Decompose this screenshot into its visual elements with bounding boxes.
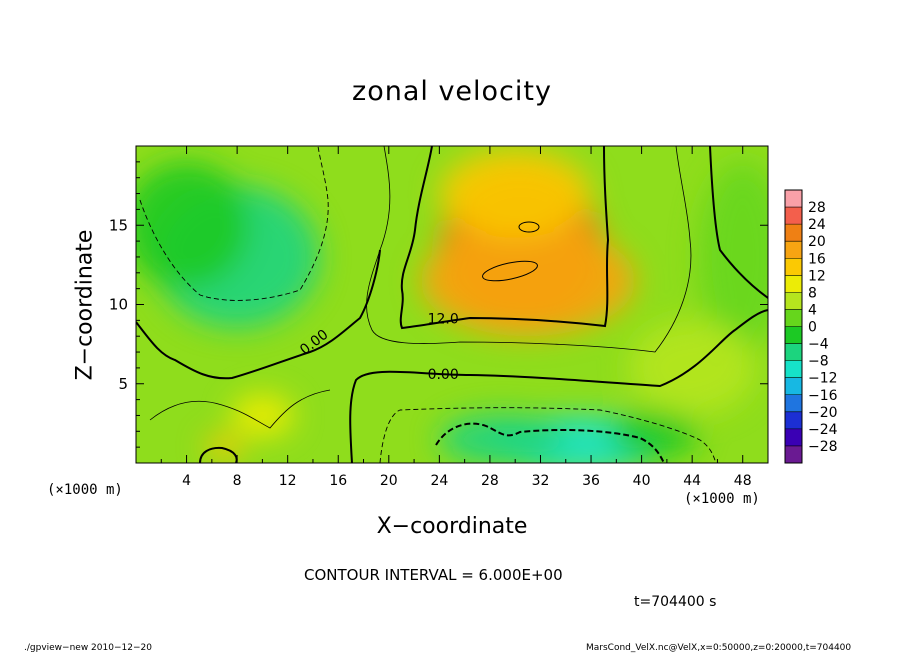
colorbar-swatch <box>785 377 802 396</box>
contour-thin-west <box>149 389 331 429</box>
colorbar-label: −20 <box>808 405 838 421</box>
field-blob <box>610 410 699 459</box>
plot-area <box>135 145 769 464</box>
colorbar-label: −24 <box>808 422 838 438</box>
x-tick-label: 32 <box>532 473 550 489</box>
contour-zero-west <box>136 249 381 380</box>
colorbar-swatch <box>785 241 802 259</box>
footer-left: ./gpview−new 2010−12−20 <box>24 643 152 653</box>
contour-neg-12 <box>435 422 665 463</box>
field-blob <box>439 149 592 238</box>
x-tick-label: 20 <box>380 473 398 489</box>
y-axis: 5 10 15 <box>109 161 768 448</box>
y-tick-label: 5 <box>118 375 128 393</box>
colorbar-label: 0 <box>808 320 817 336</box>
x-tick-label: 44 <box>683 473 701 489</box>
field-blob <box>136 161 250 289</box>
contour-east <box>709 146 768 299</box>
x-tick-label: 48 <box>734 473 752 489</box>
chart-title: zonal velocity <box>352 76 552 107</box>
colorbar-swatch <box>785 326 802 345</box>
field-blob <box>420 225 636 337</box>
colorbar-swatch <box>785 207 802 225</box>
contour-max-2 <box>518 221 540 233</box>
y-tick-label: 15 <box>109 216 128 234</box>
x-tick-label: 28 <box>481 473 499 489</box>
field-blob <box>439 413 566 463</box>
colorbar-swatch <box>785 190 802 208</box>
colorbar-label: −8 <box>808 354 829 370</box>
colorbar-swatch <box>785 258 802 276</box>
y-axis-label: Z−coordinate <box>72 229 98 381</box>
field-blob <box>230 393 294 438</box>
colorbar-swatch <box>785 411 802 430</box>
footer-right: MarsCond_VelX.nc@VelX,x=0:50000,z=0:2000… <box>586 643 852 653</box>
contour-label: 12.0 <box>428 312 459 328</box>
contour-max-1 <box>482 260 538 282</box>
x-tick-label: 4 <box>182 473 191 489</box>
x-axis-label-text: X−coordinate <box>376 514 528 539</box>
colorbar-label: −28 <box>808 439 838 455</box>
x-tick-label: 8 <box>233 473 242 489</box>
colorbar-label: 8 <box>808 285 817 301</box>
colorbar-swatch <box>785 309 802 327</box>
contour-small-west <box>199 446 238 463</box>
colorbar-label: 28 <box>808 200 826 216</box>
contour-zero-lower <box>349 309 768 463</box>
field-blob <box>698 161 768 353</box>
colorbar-label: −12 <box>808 371 838 387</box>
contour-neg-lower <box>379 407 717 463</box>
x-tick-label: 24 <box>430 473 448 489</box>
x-axis-label: X−coordinate <box>0 514 904 539</box>
colorbar-swatch <box>785 275 802 293</box>
contour-interval: CONTOUR INTERVAL = 6.000E+00 <box>304 566 563 584</box>
colorbar-swatch <box>785 428 802 447</box>
field-blob <box>205 434 244 460</box>
colorbar-label: 12 <box>808 268 826 284</box>
x-axis: 4 8 12 16 20 24 28 32 36 40 44 48 <box>160 146 752 489</box>
colorbar-swatch <box>785 394 802 413</box>
colorbar-swatch <box>785 445 802 464</box>
colorbar-label: 20 <box>808 234 826 250</box>
colorbar-swatch <box>785 343 802 362</box>
x-tick-label: 40 <box>633 473 651 489</box>
colorbar-label: −4 <box>808 337 829 353</box>
contour-lines <box>136 146 768 463</box>
x-tick-label: 12 <box>279 473 297 489</box>
y-tick-label: 10 <box>109 296 128 314</box>
x-unit-left: (×1000 m) <box>47 482 123 498</box>
colorbar-label: 16 <box>808 251 826 267</box>
contour-12 <box>399 146 610 330</box>
colorbar-label: −16 <box>808 388 838 404</box>
x-tick-label: 36 <box>582 473 600 489</box>
contour-label: 0.00 <box>428 367 459 383</box>
colorbar-swatch <box>785 292 802 310</box>
colorbar-swatch <box>785 360 802 379</box>
x-unit-right: (×1000 m) <box>684 491 760 507</box>
colorbar-swatch <box>785 224 802 242</box>
colorbar-label: 4 <box>808 302 817 318</box>
x-tick-label: 16 <box>329 473 347 489</box>
time-stamp: t=704400 s <box>634 594 717 610</box>
colorbar-label: 24 <box>808 217 826 233</box>
